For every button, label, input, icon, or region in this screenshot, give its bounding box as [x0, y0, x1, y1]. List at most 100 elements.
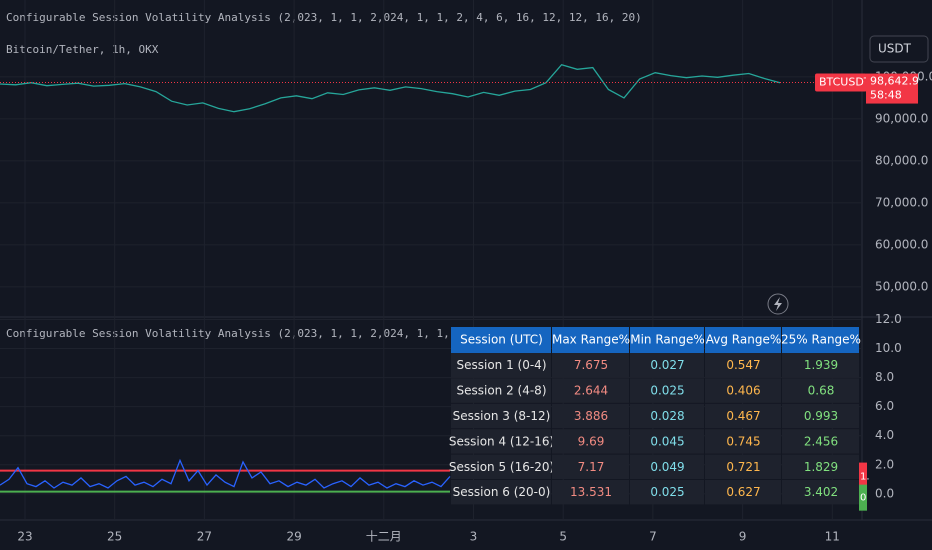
- table-cell-text: Session 6 (20-0): [453, 485, 551, 499]
- table-cell: [630, 378, 704, 403]
- table-cell-text: Session 2 (4-8): [456, 384, 546, 398]
- table-cell: [705, 480, 781, 505]
- table-cell-text: 0.467: [726, 409, 760, 423]
- table-cell-text: 3.402: [804, 485, 838, 499]
- x-tick-label: 5: [559, 530, 567, 544]
- table-cell-text: 1.829: [804, 460, 838, 474]
- table-cell-text: 13.531: [570, 485, 612, 499]
- table-header: Max Range%: [552, 333, 630, 347]
- table-cell-text: 0.721: [726, 460, 760, 474]
- table-cell: [630, 454, 704, 479]
- table-cell-text: 2.644: [574, 384, 608, 398]
- table-header: Avg Range%: [706, 333, 781, 347]
- table-cell: [630, 429, 704, 454]
- table-cell: [630, 403, 704, 429]
- currency-button[interactable]: [869, 35, 929, 63]
- table-cell-text: 0.025: [650, 384, 684, 398]
- y-tick-label: 6.0: [875, 399, 894, 413]
- table-cell-text: 0.049: [650, 460, 684, 474]
- table-cell: [705, 403, 781, 429]
- y-tick-label: 0.0: [875, 486, 894, 500]
- table-cell-text: 0.045: [650, 434, 684, 448]
- table-header-cell: [552, 327, 629, 353]
- table-cell: [451, 403, 551, 429]
- x-tick-label: 11: [825, 530, 840, 544]
- table-cell-text: Session 5 (16-20): [449, 460, 554, 474]
- table-header: 25% Range%: [781, 333, 861, 347]
- table-cell-text: 7.675: [574, 358, 608, 372]
- table-cell: [782, 480, 859, 505]
- currency[interactable]: USDT: [878, 42, 912, 56]
- table-cell: [705, 429, 781, 454]
- price-line: [0, 458, 451, 489]
- table-cell-text: 7.17: [578, 460, 605, 474]
- indicator-title: Configurable Session Volatility Analysis…: [6, 11, 642, 24]
- table-header-cell: [630, 327, 704, 353]
- table-cell: [451, 454, 551, 479]
- x-tick-label: 23: [17, 530, 32, 544]
- table-cell-text: 0.745: [726, 434, 760, 448]
- table-cell: [705, 378, 781, 403]
- table-cell: [552, 353, 629, 378]
- table-cell-text: 2.456: [804, 434, 838, 448]
- ticker: BTCUSDT: [819, 76, 871, 89]
- table-cell: [552, 429, 629, 454]
- y-tick-label: 60,000.0: [875, 237, 928, 251]
- y-tick-label: 90,000.0: [875, 111, 928, 125]
- table-cell-text: 0.027: [650, 358, 684, 372]
- table-cell: [451, 378, 551, 403]
- table-cell: [451, 429, 551, 454]
- table-cell-text: 0.627: [726, 485, 760, 499]
- level-label: 0: [860, 493, 866, 504]
- x-tick-label: 十二月: [366, 530, 402, 544]
- table-cell-text: Session 3 (8-12): [453, 409, 551, 423]
- y-tick-label: 8.0: [875, 370, 894, 384]
- table-cell-text: 3.886: [574, 409, 608, 423]
- y-tick-label: 2.0: [875, 457, 894, 471]
- table-cell-text: 0.993: [804, 409, 838, 423]
- table-cell-text: 0.68: [808, 384, 835, 398]
- table-cell-text: 9.69: [578, 434, 605, 448]
- table-cell: [630, 353, 704, 378]
- table-cell: [782, 454, 859, 479]
- y-tick-label: 4.0: [875, 428, 894, 442]
- table-cell: [552, 480, 629, 505]
- table-cell: [552, 454, 629, 479]
- table-cell-text: Session 4 (12-16): [449, 434, 554, 448]
- table-header: Min Range%: [630, 333, 705, 347]
- ticker-badge: [815, 73, 867, 92]
- last-price: 98,642.9: [870, 75, 919, 88]
- price-line: [0, 63, 781, 113]
- table-cell-text: 0.406: [726, 384, 760, 398]
- table-header-cell: [451, 327, 551, 353]
- table-header-cell: [705, 327, 781, 353]
- table-cell: [705, 454, 781, 479]
- x-tick-label: 27: [197, 530, 212, 544]
- table-cell-text: 0.025: [650, 485, 684, 499]
- y-tick-label: 80,000.0: [875, 153, 928, 167]
- table-cell-text: 1.939: [804, 358, 838, 372]
- y-tick-label: 10.0: [875, 341, 902, 355]
- table-cell: [451, 353, 551, 378]
- table-cell: [552, 378, 629, 403]
- level-badge: [859, 484, 867, 511]
- table-cell: [552, 403, 629, 429]
- table-cell: [705, 353, 781, 378]
- x-tick-label: 7: [649, 530, 657, 544]
- table-cell: [451, 480, 551, 505]
- symbol: Bitcoin/Tether, 1h, OKX: [6, 43, 159, 56]
- table-cell: [782, 403, 859, 429]
- table-header-cell: [782, 327, 859, 353]
- table-cell-text: 0.547: [726, 358, 760, 372]
- table-cell: [630, 480, 704, 505]
- lightning-icon: [774, 297, 782, 311]
- table-header: Session (UTC): [460, 333, 543, 347]
- y-tick-label: 50,000.0: [875, 279, 928, 293]
- x-tick-label: 29: [286, 530, 301, 544]
- y-tick-label: 12.0: [875, 312, 902, 326]
- x-tick-label: 3: [470, 530, 478, 544]
- table-cell-text: 0.028: [650, 409, 684, 423]
